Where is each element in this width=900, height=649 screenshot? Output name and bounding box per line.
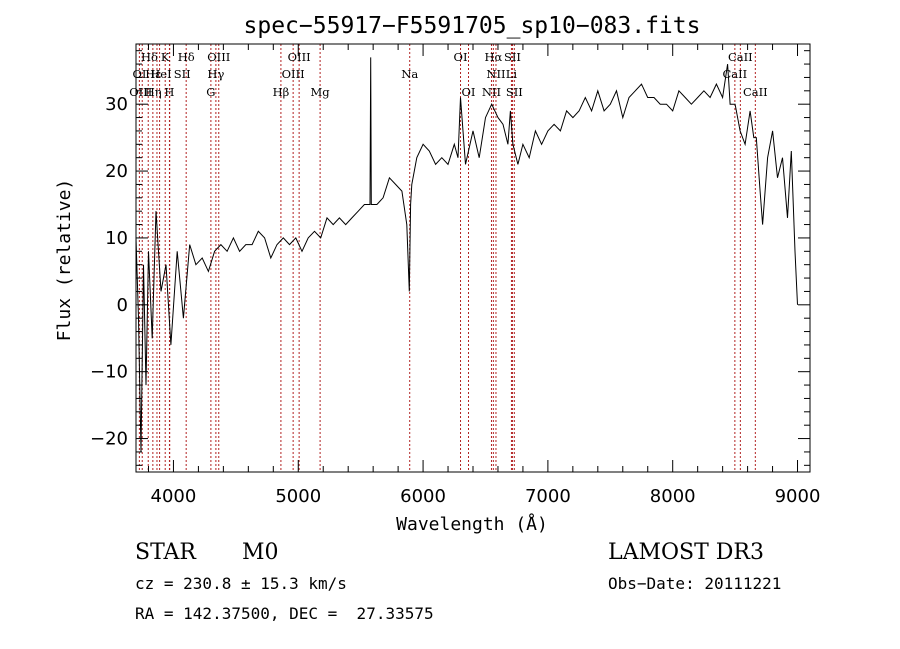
line-label: Hα xyxy=(484,50,502,64)
x-tick-label: 9000 xyxy=(775,486,821,507)
line-label: SII xyxy=(174,67,191,81)
x-tick-label: 4000 xyxy=(151,486,197,507)
x-tick-label: 8000 xyxy=(650,486,696,507)
line-label: Hγ xyxy=(207,67,224,81)
coords-text: RA = 142.37500, DEC = 27.33575 xyxy=(135,604,434,623)
y-axis-label: Flux (relative) xyxy=(54,179,75,342)
line-label: CaII xyxy=(743,85,768,99)
obs-date-text: Obs−Date: 20111221 xyxy=(608,574,782,593)
x-tick-label: 7000 xyxy=(525,486,571,507)
line-label: Li xyxy=(506,67,518,81)
line-label: OIII xyxy=(129,85,152,99)
line-label: Na xyxy=(401,67,418,81)
y-tick-label: −20 xyxy=(90,429,128,450)
line-label: OIII xyxy=(207,50,230,64)
line-label: Hη xyxy=(145,85,162,99)
spectral-line-markers xyxy=(138,44,756,472)
object-subclass: M0 xyxy=(242,540,279,565)
plot-frame xyxy=(135,43,811,473)
spectrum-series xyxy=(135,57,798,452)
line-label: H xyxy=(164,85,174,99)
line-label: NII xyxy=(482,85,501,99)
line-label: OI xyxy=(462,85,476,99)
line-label: K xyxy=(161,50,170,64)
line-label: SII xyxy=(504,50,521,64)
y-tick-label: −10 xyxy=(90,362,128,383)
spectrum-line xyxy=(135,57,798,452)
x-tick-label: 5000 xyxy=(275,486,321,507)
line-label: Hβ xyxy=(273,85,290,99)
y-tick-label: 10 xyxy=(105,228,128,249)
survey-name: LAMOST DR3 xyxy=(608,540,764,565)
line-label: G xyxy=(206,85,215,99)
line-label: CaII xyxy=(728,50,753,64)
y-tick-label: 0 xyxy=(117,295,128,316)
chart-title: spec−55917−F5591705_sp10−083.fits xyxy=(244,13,701,39)
x-tick-label: 6000 xyxy=(400,486,446,507)
line-label: Hε xyxy=(145,67,161,81)
line-label: NII xyxy=(486,67,505,81)
line-label: OIII xyxy=(288,50,311,64)
line-label: HeI xyxy=(150,67,171,81)
line-label: SII xyxy=(506,85,523,99)
object-class: STAR xyxy=(135,540,196,565)
x-axis-label: Wavelength (Å) xyxy=(396,513,548,535)
line-label: Hδ xyxy=(141,50,158,64)
redshift-text: cz = 230.8 ± 15.3 km/s xyxy=(135,574,347,593)
line-label: Hδ xyxy=(178,50,195,64)
y-tick-label: 20 xyxy=(105,161,128,182)
line-label: OIII xyxy=(282,67,305,81)
line-label: OI xyxy=(454,50,468,64)
axis-ticks: 4000 5000 6000 7000 8000 9000 −20 −10 0 10 20 30 xyxy=(90,44,820,507)
y-tick-label: 30 xyxy=(105,94,128,115)
line-label: Mg xyxy=(311,85,331,99)
